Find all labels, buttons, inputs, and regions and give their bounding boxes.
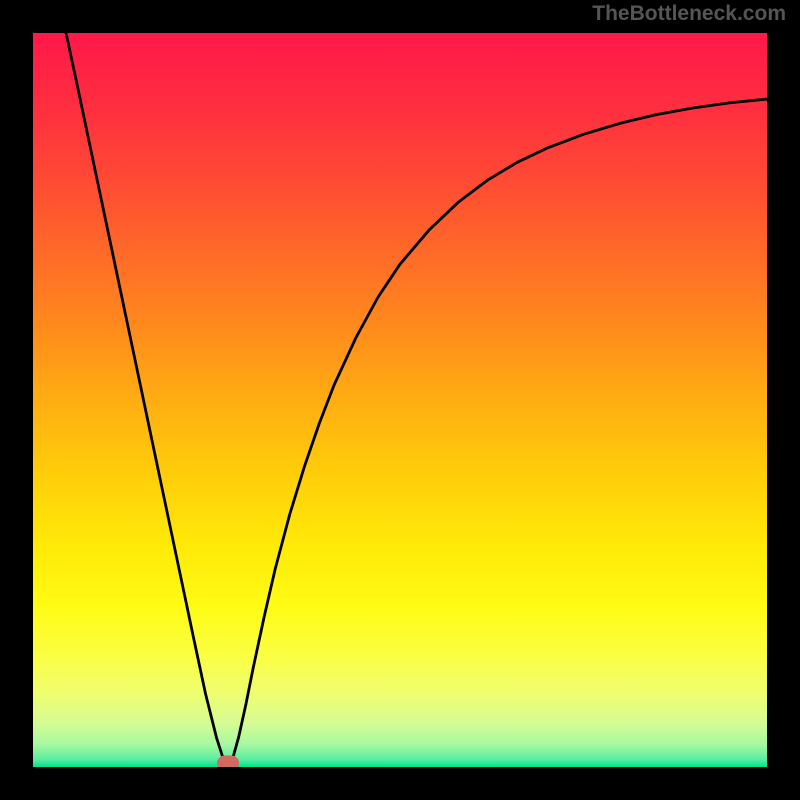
curve-path [66,33,767,763]
watermark-text: TheBottleneck.com [592,2,786,26]
plot-area [33,33,767,767]
optimal-point-marker [217,756,239,767]
bottleneck-curve [33,33,767,767]
chart-container: TheBottleneck.com [0,0,800,800]
